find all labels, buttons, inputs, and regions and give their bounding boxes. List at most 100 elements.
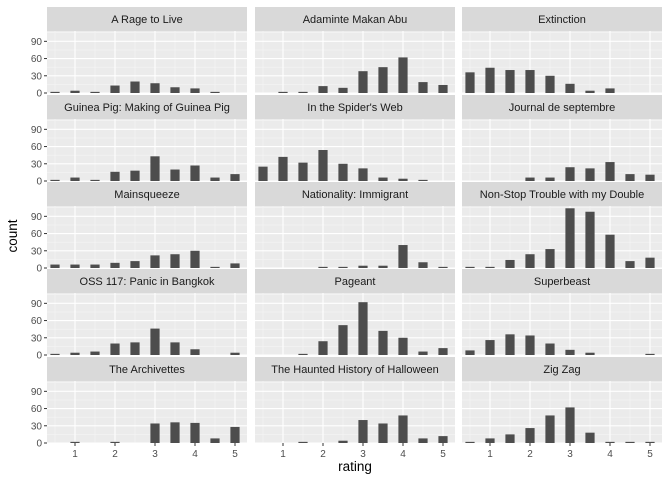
bar [485,67,495,93]
y-tick-label: 30 [31,159,43,170]
bar [358,71,368,93]
bar [585,168,595,181]
x-tick-label: 5 [232,449,238,460]
bar [585,432,595,443]
facet-panel: Zig Zag [462,357,662,444]
x-tick-label: 4 [607,449,613,460]
y-tick-label: 0 [36,439,42,450]
bar [210,266,220,268]
bar [418,179,428,181]
facet-strip [255,7,455,31]
bar [190,250,200,268]
x-tick-label: 1 [280,449,286,460]
plot-area [255,206,455,269]
bar [110,171,120,181]
y-tick-label: 30 [31,333,43,344]
y-tick-label: 60 [31,54,43,65]
plot-area [47,293,247,356]
y-tick-label: 0 [36,264,42,275]
bar [190,165,200,181]
facet-strip [462,357,662,381]
x-tick-label: 3 [360,449,366,460]
bar [545,249,555,268]
bar [258,166,268,181]
plot-area [255,381,455,444]
facet-strip [255,182,455,206]
facet-strip [462,7,662,31]
bar [318,266,328,268]
bar [438,436,448,443]
facet-panel: The Archivettes [47,357,247,444]
bar [438,266,448,268]
bar [150,328,160,355]
y-tick-label: 0 [36,351,42,362]
bar [210,438,220,443]
bar [525,254,535,268]
facet-panel: Superbeast [462,269,662,356]
bar [505,259,515,268]
bar [378,265,388,268]
bar [170,422,180,443]
y-tick-label: 60 [31,404,43,415]
facet-title: Non-Stop Trouble with my Double [480,189,644,201]
x-tick-label: 3 [567,449,573,460]
bar [358,265,368,268]
y-tick-label: 90 [31,299,43,310]
bar [130,170,140,181]
bar [90,179,100,181]
bar [150,423,160,443]
plot-area [462,119,662,182]
plot-area [255,293,455,356]
bar [525,177,535,181]
y-tick-label: 60 [31,142,43,153]
bar [70,264,80,268]
facet-title: A Rage to Live [111,14,183,26]
bar [398,178,408,181]
x-tick-label: 5 [647,449,653,460]
bar [190,88,200,93]
x-tick-label: 1 [72,449,78,460]
facet-title: Superbeast [534,276,590,288]
facet-panel: Mainsqueeze [47,182,247,269]
bar [525,70,535,93]
bar [378,423,388,443]
bar [645,353,655,355]
facet-strip [47,182,247,206]
x-tick-label: 1 [487,449,493,460]
bar [90,264,100,268]
plot-area [462,293,662,356]
bar [465,266,475,268]
y-tick-label: 90 [31,212,43,223]
facet-title: Zig Zag [543,364,580,376]
facet-strip [47,357,247,381]
bar [298,353,308,355]
bar [338,325,348,355]
bar [545,415,555,443]
bar [130,81,140,93]
bar [70,352,80,355]
panel-background [462,206,662,268]
bar [398,415,408,443]
bar [70,441,80,443]
facet-panel: A Rage to Live [47,7,247,94]
bar [625,174,635,181]
panel-background [47,206,247,268]
bar [418,351,428,355]
bar [50,179,60,181]
bar [485,438,495,443]
y-tick-label: 30 [31,246,43,257]
bar [298,441,308,443]
plot-area [462,31,662,94]
bar [70,90,80,93]
facet-panel: Adaminte Makan Abu [255,7,455,94]
facet-strip [462,269,662,293]
facet-strip [462,95,662,119]
facet-strip [47,95,247,119]
plot-area [462,206,662,269]
bar [130,261,140,268]
y-tick-label: 0 [36,177,42,188]
y-tick-label: 60 [31,316,43,327]
bar [545,75,555,93]
bar [525,335,535,355]
facet-title: Mainsqueeze [114,189,179,201]
